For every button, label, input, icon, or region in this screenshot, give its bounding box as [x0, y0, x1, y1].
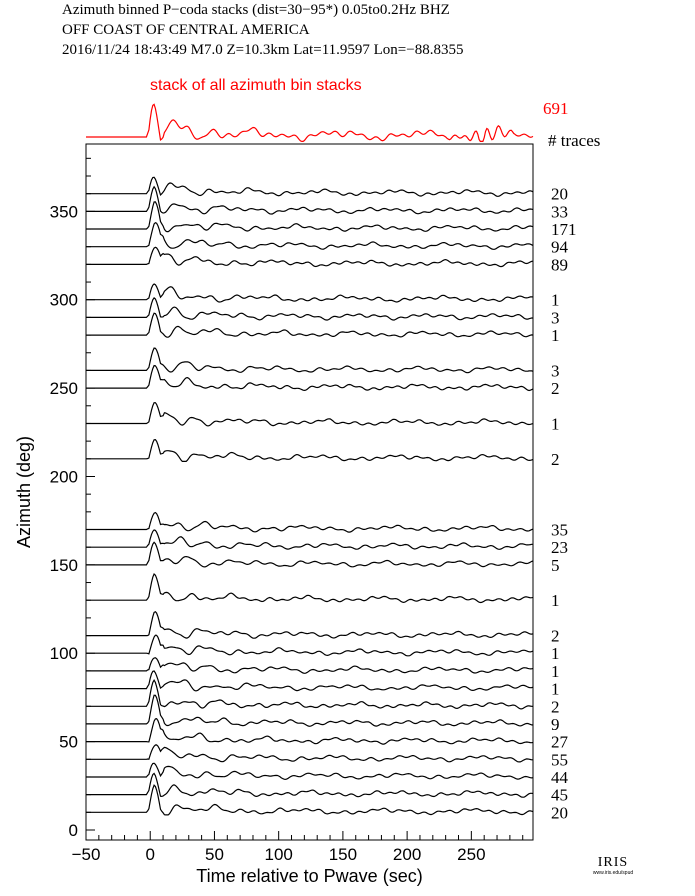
trace-count-label: 2 — [551, 627, 560, 646]
x-tick-label: 200 — [393, 845, 421, 864]
x-tick-label: 100 — [264, 845, 292, 864]
azimuth-trace — [86, 541, 534, 568]
trace-count-label: 89 — [551, 255, 568, 274]
trace-count-label: 1 — [551, 414, 560, 433]
trace-count-label: 2 — [551, 697, 560, 716]
trace-count-label: 1 — [551, 291, 560, 310]
y-tick-label: 150 — [50, 556, 78, 575]
trace-count-label: 1 — [551, 326, 560, 345]
trace-count-label: 1 — [551, 680, 560, 699]
x-tick-label: 50 — [205, 845, 224, 864]
azimuth-trace — [86, 670, 534, 692]
trace-count-label: 55 — [551, 750, 568, 769]
y-tick-label: 200 — [50, 467, 78, 486]
trace-count-label: 1 — [551, 591, 560, 610]
azimuth-trace — [86, 312, 534, 338]
azimuth-trace — [86, 610, 534, 639]
x-tick-label: 250 — [457, 845, 485, 864]
iris-logo: IRIS www.iris.edu/spud — [583, 855, 643, 877]
summary-stack-count: 691 — [543, 99, 569, 118]
trace-count-label: 5 — [551, 556, 560, 575]
trace-count-label: 20 — [551, 803, 568, 822]
azimuth-trace — [86, 572, 534, 604]
iris-logo-text: IRIS — [597, 855, 629, 870]
trace-count-label: 45 — [551, 786, 568, 805]
azimuth-trace — [86, 347, 534, 374]
azimuth-trace — [86, 283, 534, 303]
trace-count-label: 94 — [551, 238, 569, 257]
y-tick-label: 0 — [69, 821, 78, 840]
azimuth-trace — [86, 364, 534, 392]
azimuth-trace — [86, 176, 534, 197]
trace-count-label: 1 — [551, 662, 560, 681]
x-tick-label: 150 — [329, 845, 357, 864]
summary-stack-label: stack of all azimuth bin stacks — [150, 77, 362, 94]
azimuth-trace — [86, 694, 534, 727]
trace-count-label: 35 — [551, 521, 568, 540]
y-tick-label: 350 — [50, 202, 78, 221]
y-tick-label: 250 — [50, 379, 78, 398]
y-tick-label: 50 — [59, 733, 78, 752]
azimuth-trace — [86, 185, 534, 215]
azimuth-trace — [86, 529, 533, 550]
y-tick-label: 300 — [50, 291, 78, 310]
azimuth-trace — [86, 772, 534, 798]
azimuth-trace — [86, 246, 534, 268]
azimuth-trace — [86, 634, 534, 657]
trace-count-label: 2 — [551, 379, 560, 398]
x-tick-label: −50 — [72, 845, 101, 864]
trace-count-label: 3 — [551, 308, 560, 327]
azimuth-trace — [86, 678, 534, 710]
x-axis: −50 0 50 100 150 200 250 — [72, 831, 524, 864]
trace-count-label: 44 — [551, 768, 569, 787]
azimuth-trace — [86, 744, 533, 763]
header-line-2: OFF COAST OF CENTRAL AMERICA — [62, 22, 310, 38]
trace-count-label: 20 — [551, 185, 568, 204]
trace-group — [86, 176, 534, 816]
azimuth-trace — [86, 438, 534, 462]
plot-frame — [85, 143, 534, 841]
azimuth-trace — [86, 201, 534, 233]
trace-count-label: 2 — [551, 450, 560, 469]
x-tick-label: 0 — [145, 845, 154, 864]
summary-stack-trace — [86, 103, 534, 142]
header-line-1: Azimuth binned P−coda stacks (dist=30−95… — [62, 2, 450, 18]
azimuth-trace — [86, 718, 534, 745]
azimuth-trace — [86, 297, 533, 321]
x-axis-label: Time relative to Pwave (sec) — [196, 866, 422, 886]
summary-stack: stack of all azimuth bin stacks 691 # trac… — [86, 77, 600, 150]
trace-count-header: # traces — [548, 131, 600, 150]
trace-count-label: 23 — [551, 538, 568, 557]
azimuth-trace — [86, 221, 534, 250]
y-axis-label: Azimuth (deg) — [14, 436, 34, 548]
trace-count-label: 1 — [551, 644, 560, 663]
trace-count-label: 3 — [551, 361, 560, 380]
trace-count-label: 27 — [551, 733, 569, 752]
azimuth-trace — [86, 657, 534, 674]
header-line-3: 2016/11/24 18:43:49 M7.0 Z=10.3km Lat=11… — [62, 42, 464, 58]
azimuth-trace — [86, 784, 534, 816]
azimuth-trace — [86, 762, 534, 781]
azimuth-trace — [86, 402, 534, 427]
trace-count-label: 9 — [551, 715, 560, 734]
trace-count-label: 33 — [551, 202, 568, 221]
iris-logo-subtext: www.iris.edu/spud — [592, 870, 634, 876]
y-tick-label: 100 — [50, 644, 78, 663]
y-axis: 0 50 100 150 200 250 300 350 — [50, 157, 95, 840]
trace-count-label: 171 — [551, 220, 577, 239]
azimuth-trace — [86, 511, 534, 533]
